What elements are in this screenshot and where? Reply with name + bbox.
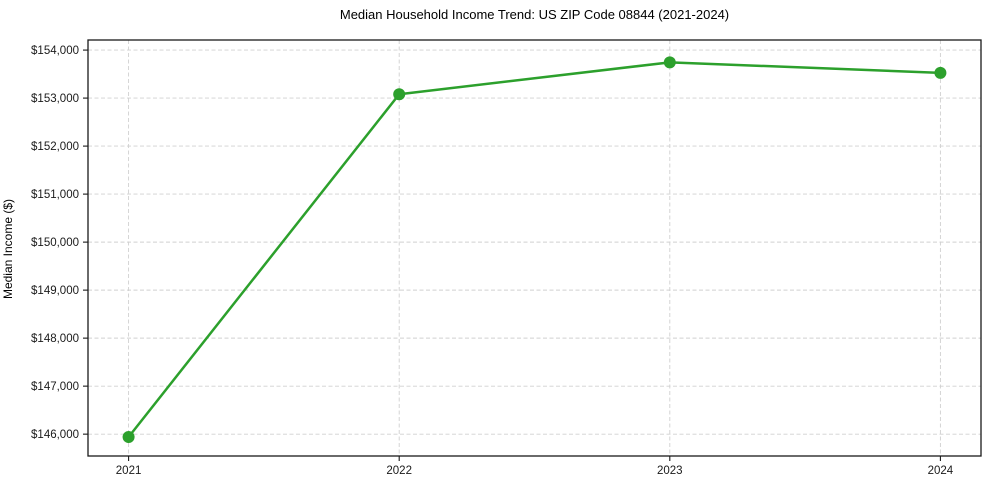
x-tick-label: 2024 [928, 465, 954, 477]
y-tick-label: $151,000 [31, 189, 79, 201]
y-tick-label: $153,000 [31, 93, 79, 105]
y-tick-label: $150,000 [31, 237, 79, 249]
trend-line [127, 61, 942, 439]
y-tick-label: $147,000 [31, 381, 79, 393]
y-tick-label: $148,000 [31, 333, 79, 345]
x-tick-label: 2022 [386, 465, 412, 477]
data-point [663, 56, 676, 69]
plot-border [87, 39, 982, 457]
data-point [122, 431, 135, 444]
x-tick-label: 2023 [657, 465, 683, 477]
x-tick-label: 2021 [116, 465, 142, 477]
y-tick-label: $146,000 [31, 429, 79, 441]
data-point [934, 66, 947, 79]
y-tick-label: $152,000 [31, 141, 79, 153]
y-tick-label: $149,000 [31, 285, 79, 297]
y-tick-label: $154,000 [31, 45, 79, 57]
chart-title: Median Household Income Trend: US ZIP Co… [339, 7, 730, 22]
data-point [393, 88, 406, 101]
